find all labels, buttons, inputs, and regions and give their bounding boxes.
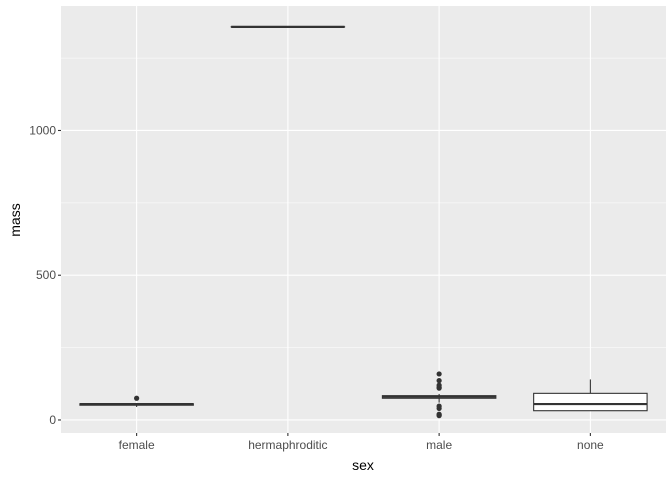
y-ticks: 0 500 1000 <box>29 123 61 427</box>
grid-major <box>61 6 666 433</box>
outlier-point <box>436 371 442 377</box>
outlier-point <box>436 382 442 388</box>
x-tick-label: hermaphroditic <box>248 438 327 452</box>
x-tick-label: none <box>577 438 604 452</box>
outlier-point <box>436 403 442 409</box>
outlier-point <box>436 411 442 417</box>
box-iqr <box>533 392 648 412</box>
y-axis-title: mass <box>7 203 23 236</box>
plot-panel <box>61 6 666 433</box>
y-tick-label: 0 <box>49 413 56 427</box>
x-axis-title: sex <box>352 457 374 473</box>
boxes <box>79 25 648 419</box>
outlier-point <box>134 395 140 401</box>
grid-minor <box>61 57 666 348</box>
y-tick-label: 500 <box>36 268 56 282</box>
box-male <box>381 371 497 419</box>
x-tick-label: female <box>119 438 155 452</box>
box-female <box>79 395 194 407</box>
outlier-point <box>436 378 442 384</box>
x-ticks: female hermaphroditic male none <box>119 433 604 452</box>
x-tick-label: male <box>426 438 452 452</box>
box-none <box>533 379 648 412</box>
y-tick-label: 1000 <box>29 123 56 137</box>
